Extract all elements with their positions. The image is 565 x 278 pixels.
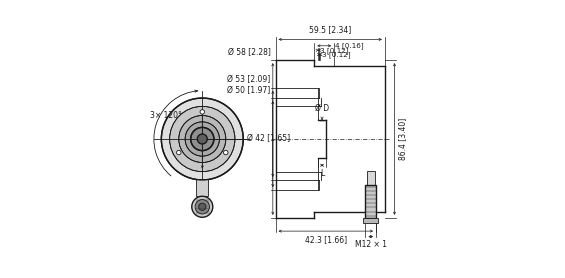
Ellipse shape [185, 122, 219, 156]
Ellipse shape [197, 134, 207, 144]
Text: M12 × 1: M12 × 1 [355, 240, 386, 249]
Ellipse shape [195, 200, 210, 214]
Ellipse shape [224, 150, 228, 155]
Ellipse shape [170, 106, 235, 172]
Text: L: L [320, 168, 324, 178]
Bar [367, 171, 375, 212]
Text: 86.4 [3.40]: 86.4 [3.40] [398, 118, 407, 160]
Text: Ø 42 [1.65]: Ø 42 [1.65] [247, 135, 290, 143]
Text: Ø 50 [1.97]: Ø 50 [1.97] [227, 86, 271, 95]
Text: 59.5 [2.34]: 59.5 [2.34] [309, 25, 351, 34]
Bar [363, 218, 378, 223]
Text: 3 [0.12]: 3 [0.12] [322, 51, 350, 58]
Bar [366, 185, 376, 218]
Ellipse shape [200, 110, 205, 114]
Ellipse shape [192, 196, 213, 217]
Ellipse shape [190, 127, 214, 151]
Text: Ø D: Ø D [315, 104, 329, 113]
Text: 3 [0.12]: 3 [0.12] [320, 47, 349, 54]
Text: 42.3 [1.66]: 42.3 [1.66] [305, 235, 347, 244]
Ellipse shape [162, 98, 243, 180]
Text: 3× 120°: 3× 120° [150, 111, 181, 120]
Text: Ø 58 [2.28]: Ø 58 [2.28] [228, 48, 271, 57]
Text: 4 [0.16]: 4 [0.16] [336, 43, 364, 49]
Bar [196, 179, 208, 196]
Text: Ø 53 [2.09]: Ø 53 [2.09] [227, 76, 271, 85]
Ellipse shape [177, 150, 181, 155]
Ellipse shape [179, 115, 226, 163]
Ellipse shape [199, 203, 206, 210]
